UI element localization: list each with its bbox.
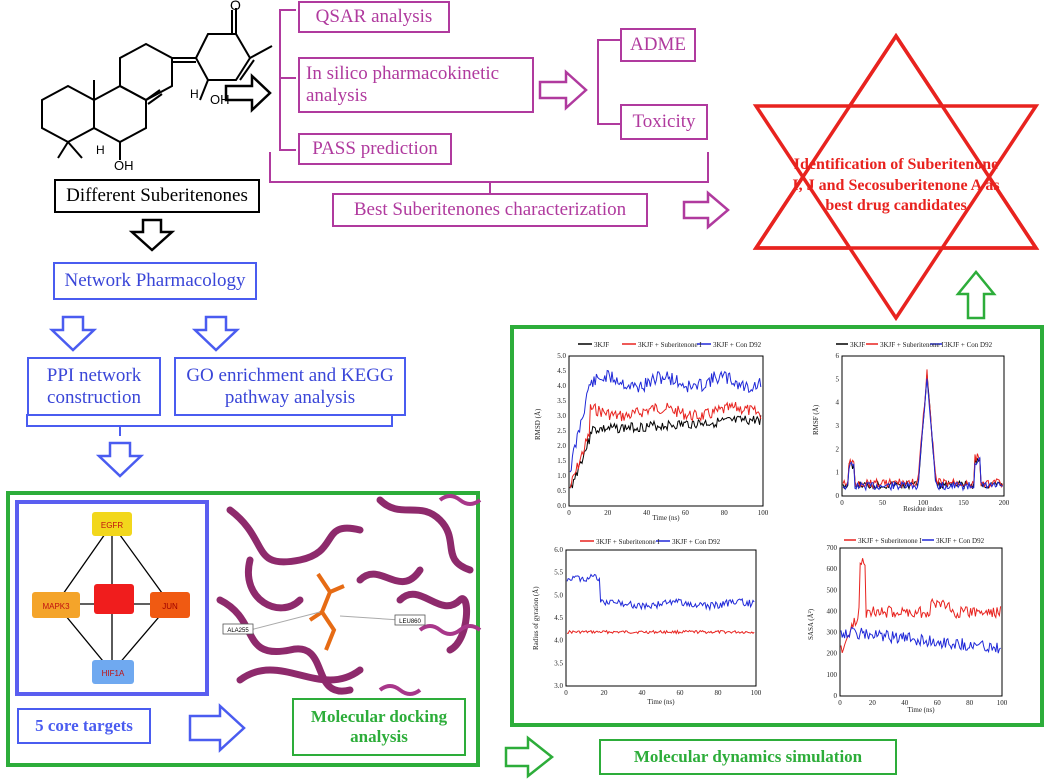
network-bracket bbox=[26, 414, 393, 436]
best-bracket bbox=[269, 152, 709, 194]
ppi-box: PPI network construction bbox=[27, 357, 161, 416]
adme-bracket bbox=[597, 39, 620, 125]
core-targets-box: 5 core targets bbox=[17, 708, 151, 744]
arrow-to-go bbox=[191, 315, 241, 352]
result-star-down bbox=[752, 104, 1040, 322]
network-pharmacology-box: Network Pharmacology bbox=[53, 262, 257, 300]
arrow-to-docking bbox=[188, 703, 246, 753]
core-network-panel bbox=[15, 500, 209, 696]
arrow-to-network bbox=[128, 218, 176, 252]
arrow-to-result bbox=[682, 190, 730, 230]
go-kegg-box: GO enrichment and KEGG pathway analysis bbox=[174, 357, 406, 416]
arrow-to-ppi bbox=[48, 315, 98, 352]
arrow-to-md bbox=[504, 735, 555, 779]
best-characterization-box: Best Suberitenones characterization bbox=[332, 193, 648, 227]
arrow-to-star bbox=[955, 270, 997, 320]
result-text: Identification of Suberitenone I, J and … bbox=[792, 155, 1000, 215]
docking-box: Molecular docking analysis bbox=[292, 698, 466, 756]
adme-box: ADME bbox=[620, 28, 696, 62]
pathway-bracket bbox=[279, 9, 296, 151]
toxicity-box: Toxicity bbox=[620, 104, 708, 140]
md-panel bbox=[510, 325, 1044, 727]
md-box: Molecular dynamics simulation bbox=[599, 739, 897, 775]
pass-box: PASS prediction bbox=[298, 133, 452, 165]
arrow-to-pathway bbox=[224, 73, 272, 113]
molecule-label: Different Suberitenones bbox=[54, 179, 260, 213]
arrow-to-adme bbox=[538, 69, 588, 111]
arrow-to-core bbox=[95, 441, 145, 478]
qsar-box: QSAR analysis bbox=[298, 1, 450, 33]
pk-box: In silico pharmacokinetic analysis bbox=[298, 57, 534, 113]
